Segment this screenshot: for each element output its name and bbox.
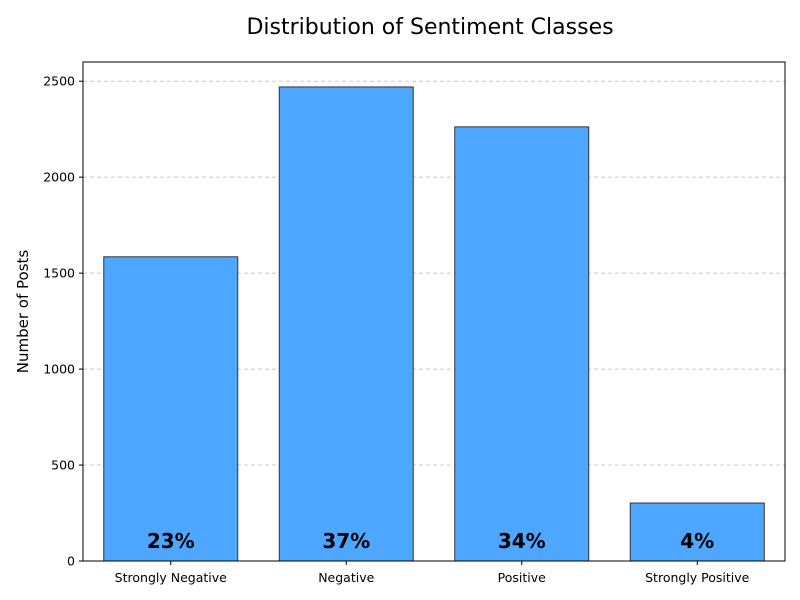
plot-area-frame [82,61,786,562]
bars [103,86,765,562]
x-tick-label: Strongly Negative [115,570,227,585]
y-tick-label: 500 [51,458,75,473]
y-tick-label: 2500 [43,74,75,89]
bar [629,502,765,562]
bar-percent-label: 4% [680,529,714,553]
bar-data-labels: 23% 37% 34% 4% [147,529,714,553]
bar [454,126,590,562]
x-tick-label: Negative [318,570,374,585]
y-tick-label: 0 [67,554,75,569]
x-tick-label: Positive [498,570,546,585]
chart-title: Distribution of Sentiment Classes [246,15,613,40]
y-tick-label: 1000 [43,362,75,377]
bar-percent-label: 23% [147,529,195,553]
y-axis-ticks: 0 500 1000 1500 2000 2500 [43,74,83,569]
grid-lines [83,80,785,466]
bar [103,256,239,562]
bar [278,86,414,562]
x-axis-ticks: Strongly Negative Negative Positive Strongl… [115,561,750,585]
x-tick-label: Strongly Positive [645,570,750,585]
y-axis-label: Number of Posts [14,250,32,374]
y-tick-label: 1500 [43,266,75,281]
y-tick-label: 2000 [43,170,75,185]
bar-percent-label: 34% [498,529,546,553]
bar-percent-label: 37% [322,529,370,553]
